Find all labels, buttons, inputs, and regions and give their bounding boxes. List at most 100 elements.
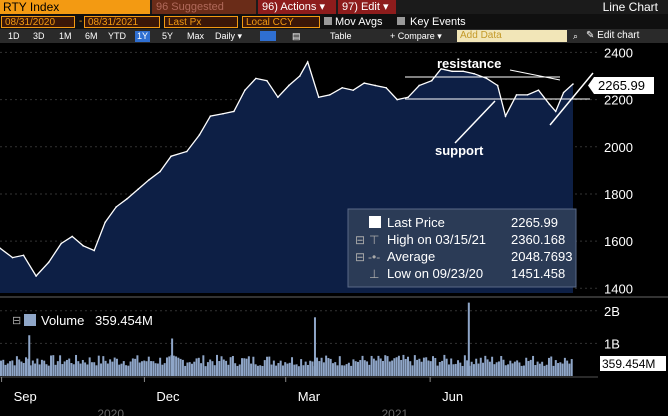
price-point (35, 275, 37, 277)
edit-chart-button[interactable]: ✎ Edit chart (586, 30, 639, 42)
tf-ytd[interactable]: YTD (108, 31, 126, 41)
volume-bar (363, 360, 366, 376)
volume-bar (441, 360, 444, 376)
price-point (0, 247, 1, 249)
volume-last-value: 359.454M (602, 357, 655, 371)
search-icon[interactable]: ⌕ (573, 31, 579, 41)
tf-1d[interactable]: 1D (8, 31, 20, 41)
volume-bar (172, 355, 175, 376)
volume-bar (47, 365, 50, 376)
suggested-charts-button[interactable]: 96 Suggested Charts (152, 0, 256, 27)
volume-bar (407, 356, 409, 376)
volume-bar (4, 364, 7, 376)
x-tick-label: Jun (442, 389, 463, 404)
volume-bar (502, 359, 505, 376)
ticker-field[interactable]: RTY Index (0, 0, 150, 14)
volume-bar (238, 364, 241, 376)
tf-max[interactable]: Max (187, 31, 205, 41)
bar-chart-icon[interactable]: ▤ (292, 31, 301, 41)
volume-bar (179, 358, 182, 376)
volume-bar (272, 360, 275, 376)
volume-bar (322, 362, 325, 376)
volume-bar (422, 357, 425, 376)
volume-bar (188, 362, 191, 376)
volume-bar (359, 360, 362, 376)
line-chart-icon[interactable] (260, 31, 276, 41)
price-y-tick-label: 2000 (604, 140, 633, 155)
legend-value-last: 2265.99 (511, 215, 558, 230)
edit-menu[interactable]: 97) Edit ▾ (338, 0, 396, 14)
volume-bar (256, 365, 259, 376)
price-point (306, 61, 309, 63)
add-data-input[interactable]: Add Data (457, 30, 567, 42)
volume-bar (75, 354, 78, 376)
price-point (266, 79, 268, 82)
volume-bar (29, 365, 32, 376)
tf-6m[interactable]: 6M (85, 31, 98, 41)
volume-bar (197, 357, 200, 376)
volume-bar (504, 365, 507, 376)
volume-spike-bar (467, 302, 470, 376)
volume-bar (543, 365, 546, 376)
volume-bar (491, 356, 494, 376)
volume-bar (463, 355, 466, 376)
volume-bar (377, 355, 380, 376)
price-field-select[interactable]: Last Px (164, 16, 238, 28)
tf-3d[interactable]: 3D (33, 31, 45, 41)
table-button[interactable]: Table (330, 31, 352, 41)
mov-avgs-checkbox[interactable] (324, 17, 332, 25)
volume-bar (115, 358, 118, 376)
volume-bar (216, 354, 218, 376)
volume-bar (109, 359, 112, 376)
volume-bar (438, 362, 441, 376)
volume-bar (150, 361, 153, 376)
volume-bar (193, 361, 196, 376)
volume-bar (568, 363, 571, 376)
volume-bar (225, 360, 228, 376)
volume-bar (0, 360, 2, 376)
tf-1m[interactable]: 1M (59, 31, 72, 41)
tf-5y[interactable]: 5Y (162, 31, 174, 41)
volume-bar (445, 358, 448, 376)
volume-bar (231, 355, 234, 376)
volume-bar (270, 364, 273, 376)
volume-bar (36, 358, 39, 376)
volume-bar (402, 354, 405, 376)
low-marker-icon: ⊥ (369, 267, 379, 281)
volume-bar (209, 359, 212, 376)
volume-bar (6, 363, 9, 376)
volume-bar (134, 358, 137, 376)
collapse-icon[interactable]: ⊟ (355, 233, 365, 247)
frequency-label: Daily (215, 31, 236, 41)
actions-label: 96) Actions (262, 1, 317, 13)
volume-bar (213, 365, 216, 376)
volume-bar (436, 365, 439, 376)
volume-bar (327, 358, 330, 376)
volume-bar (43, 360, 46, 376)
volume-bar (88, 357, 91, 376)
collapse-icon[interactable]: ⊟ (12, 315, 21, 327)
frequency-select[interactable]: Daily ▾ (215, 31, 243, 41)
price-point (374, 84, 376, 87)
volume-bar (495, 362, 498, 376)
volume-bar (261, 365, 264, 376)
volume-bar (63, 361, 66, 376)
volume-bar (566, 360, 569, 376)
actions-menu[interactable]: 96) Actions ▾ (258, 0, 336, 14)
tf-1y[interactable]: 1Y (135, 31, 151, 42)
volume-bar (379, 358, 382, 376)
key-events-checkbox[interactable] (397, 17, 405, 25)
end-date-input[interactable]: 08/31/2021 (84, 16, 160, 28)
volume-bar (375, 360, 378, 376)
volume-bar (472, 364, 475, 376)
start-date-input[interactable]: 08/31/2020 (1, 16, 75, 28)
currency-select[interactable]: Local CCY (242, 16, 320, 28)
collapse-icon[interactable]: ⊟ (355, 250, 365, 264)
price-point (22, 254, 25, 257)
volume-legend: ⊟ Volume 359.454M (12, 313, 153, 328)
volume-spike-bar (28, 335, 31, 376)
volume-bar (90, 362, 93, 376)
price-point (407, 96, 409, 99)
compare-button[interactable]: + Compare ▾ (390, 31, 442, 41)
volume-bar (68, 358, 71, 376)
